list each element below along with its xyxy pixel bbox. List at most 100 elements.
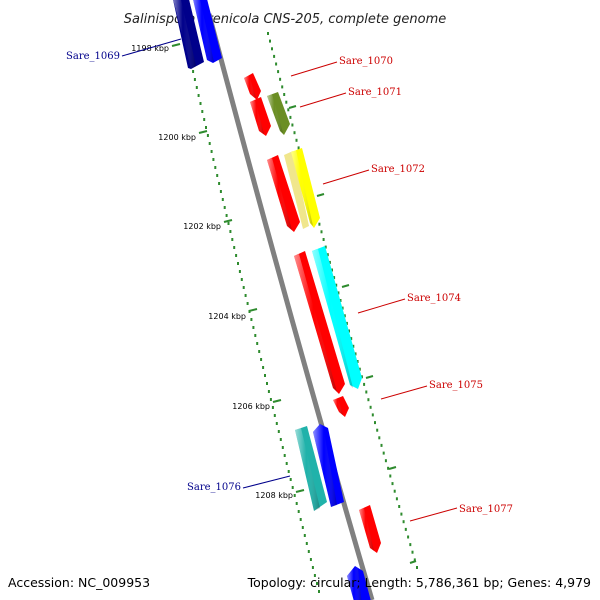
track-dot [407, 535, 410, 539]
track-dot [380, 443, 383, 447]
track-dot [275, 422, 278, 425]
track-dot [219, 190, 222, 193]
track-dot [387, 466, 390, 470]
track-dot [404, 527, 407, 531]
gene-label[interactable]: Sare_1070 [339, 56, 393, 67]
track-dot [269, 398, 272, 401]
track-dot [289, 478, 292, 481]
track-dot [395, 497, 398, 501]
gene-label[interactable]: Sare_1074 [407, 293, 461, 304]
gene-label[interactable]: Sare_1071 [348, 87, 402, 98]
track-dot [313, 574, 316, 577]
track-dot [316, 582, 318, 585]
track-dot [229, 230, 232, 233]
track-dot [281, 85, 284, 89]
track-dot [305, 542, 308, 545]
track-dot [341, 306, 344, 310]
track-dot [267, 390, 270, 393]
track-dot [297, 510, 300, 513]
track-dot [328, 260, 331, 264]
track-dot [225, 214, 228, 217]
accession-text: Accession: NC_009953 [8, 575, 150, 590]
track-dot [297, 146, 300, 150]
track-dot [258, 350, 261, 353]
track-dot [331, 268, 333, 272]
track-dot [291, 486, 294, 489]
track-dot [208, 142, 211, 145]
track-dot [279, 438, 282, 441]
track-dot [250, 318, 253, 321]
track-dot [299, 518, 302, 521]
track-dot [307, 550, 310, 553]
track-dot [339, 299, 342, 302]
tick-label: 1198 kbp [131, 44, 169, 53]
gene-label[interactable]: Sare_1076 [187, 482, 241, 493]
track-dot [320, 230, 323, 234]
track-dot [391, 482, 394, 486]
track-dot [360, 375, 363, 379]
track-dot [348, 329, 350, 333]
track-dot [295, 138, 298, 142]
track-dot [335, 283, 338, 287]
tick-label: 1202 kbp [183, 222, 221, 231]
track-dot [324, 245, 327, 249]
track-dot [367, 398, 370, 402]
track-dot [291, 123, 294, 127]
track-dot [216, 174, 219, 177]
inner-tick-track [183, 30, 320, 593]
track-dot [402, 520, 405, 524]
track-dot [287, 108, 290, 112]
track-dot [345, 321, 348, 325]
track-dot [281, 446, 284, 449]
track-dot [322, 238, 325, 241]
track-dot [273, 54, 276, 58]
genome-backbone [206, 13, 375, 600]
track-dot [279, 77, 282, 81]
track-dot [221, 198, 224, 201]
scale-ticks: 1198 kbp 1200 kbp 1202 kbp 1204 kbp 1206… [131, 43, 305, 500]
track-dot [350, 337, 353, 341]
track-dot [289, 115, 292, 119]
track-dot [264, 374, 266, 377]
gene-label[interactable]: Sare_1069 [66, 51, 120, 62]
gene-sare-1072-khaki[interactable] [284, 151, 309, 229]
track-dot [260, 358, 263, 361]
track-dot [246, 302, 249, 305]
track-dot [326, 253, 329, 257]
track-dot [205, 126, 207, 129]
gene-features [173, 0, 381, 600]
track-dot [400, 512, 403, 516]
track-dot [271, 47, 273, 51]
track-dot [212, 158, 215, 161]
track-dot [206, 134, 209, 137]
track-dot [337, 291, 340, 295]
track-dot [376, 428, 379, 432]
tick-label: 1200 kbp [158, 133, 196, 142]
track-dot [266, 382, 268, 385]
track-dot [365, 390, 368, 394]
track-dot [333, 276, 336, 280]
track-dot [411, 550, 414, 554]
track-dot [318, 222, 321, 226]
gene-label[interactable]: Sare_1075 [429, 380, 483, 391]
track-dot [254, 334, 257, 337]
track-dot [233, 246, 236, 249]
outer-tick-track [267, 32, 418, 569]
track-dot [393, 489, 396, 493]
outer-track-dashes [288, 105, 417, 564]
track-dot [384, 459, 387, 463]
track-dot [293, 131, 296, 135]
track-dot [193, 78, 196, 81]
track-dot [269, 39, 271, 43]
track-dot [301, 526, 304, 529]
track-dot [277, 430, 280, 433]
track-dot [199, 102, 202, 105]
track-dot [235, 254, 238, 257]
track-dot [287, 470, 290, 473]
track-dot [275, 62, 278, 66]
track-dot [382, 451, 385, 455]
gene-label[interactable]: Sare_1077 [459, 504, 513, 515]
track-dot [238, 270, 241, 273]
gene-label[interactable]: Sare_1072 [371, 164, 425, 175]
